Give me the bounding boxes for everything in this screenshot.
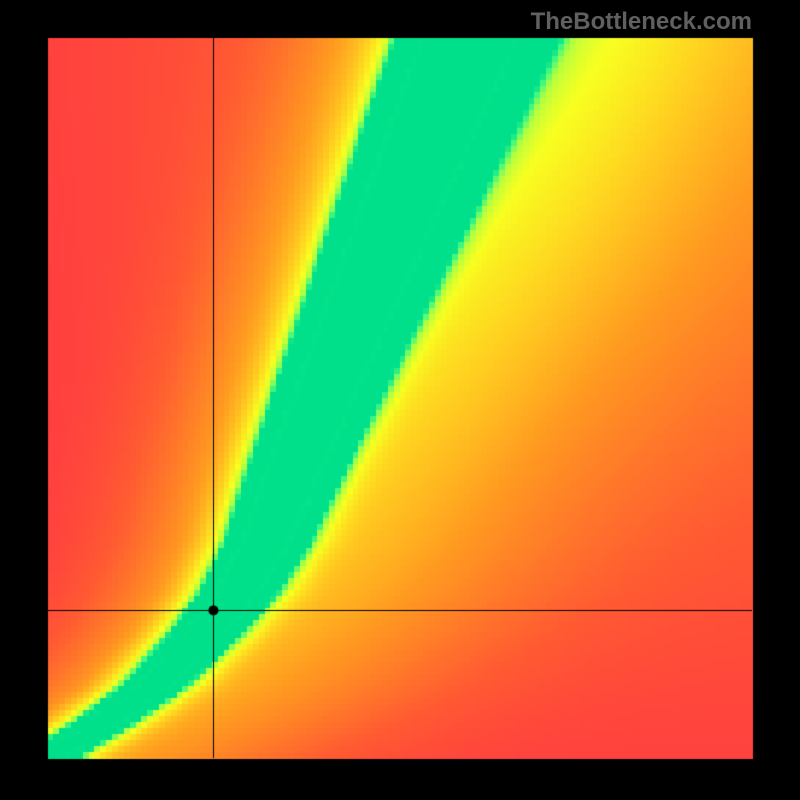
heatmap-canvas	[0, 0, 800, 800]
watermark-text: TheBottleneck.com	[531, 8, 752, 36]
